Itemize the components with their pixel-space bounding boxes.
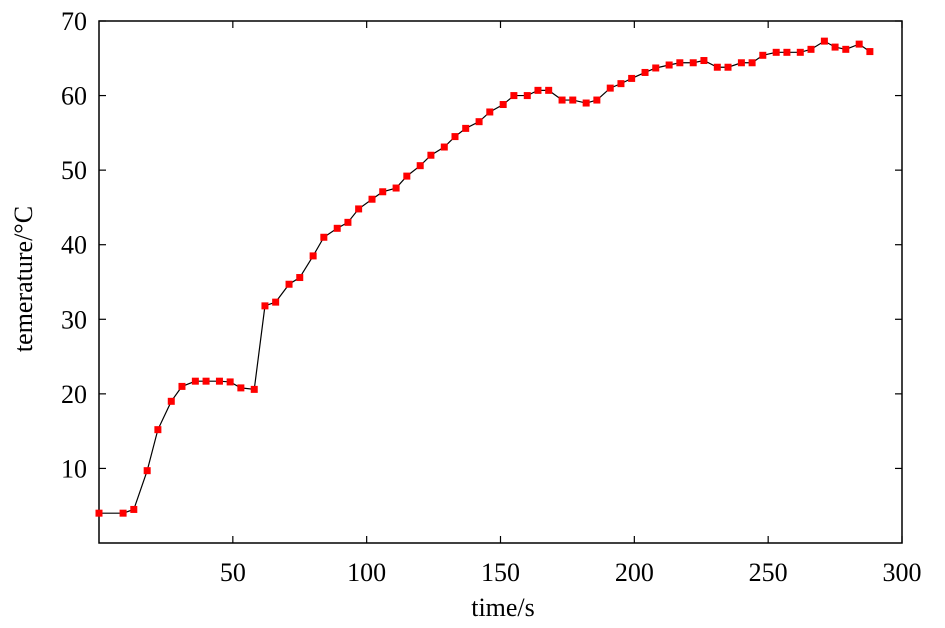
data-point: [440, 143, 448, 151]
x-tick-label: 200: [615, 558, 654, 587]
data-point: [379, 188, 387, 196]
data-point: [403, 172, 411, 180]
data-point: [191, 377, 199, 385]
y-tick-label: 40: [61, 231, 87, 260]
y-tick-label: 10: [61, 454, 87, 483]
data-point: [748, 59, 756, 67]
data-point: [261, 302, 269, 310]
data-point: [167, 397, 175, 405]
data-point: [392, 184, 400, 192]
data-point: [178, 382, 186, 390]
data-point: [820, 37, 828, 45]
data-point: [558, 96, 566, 104]
data-point: [842, 45, 850, 53]
y-tick-label: 60: [61, 82, 87, 111]
data-point: [143, 467, 151, 475]
data-point: [831, 43, 839, 51]
series-markers-group: [95, 37, 874, 517]
data-point: [689, 59, 697, 67]
y-tick-label: 50: [61, 156, 87, 185]
data-point: [130, 505, 138, 513]
plot-frame: [98, 20, 903, 544]
data-point: [344, 218, 352, 226]
data-point: [545, 86, 553, 94]
x-axis-ticks: 50 100 150 200 250 300: [220, 21, 922, 587]
data-point: [724, 63, 732, 71]
data-point: [320, 233, 328, 241]
data-point: [416, 162, 424, 170]
data-point: [285, 280, 293, 288]
data-point: [154, 426, 162, 434]
data-point: [617, 80, 625, 88]
data-point: [772, 48, 780, 56]
data-point: [700, 57, 708, 65]
data-point: [652, 64, 660, 72]
data-point: [796, 48, 804, 56]
data-point: [606, 84, 614, 92]
series-line-group: [99, 40, 871, 514]
data-point: [451, 133, 459, 141]
x-tick-label: 150: [481, 558, 520, 587]
data-point: [333, 224, 341, 232]
series-line: [99, 40, 871, 514]
data-point: [534, 86, 542, 94]
data-point: [95, 509, 103, 517]
data-point: [628, 74, 636, 82]
data-point: [593, 96, 601, 104]
x-tick-label: 100: [347, 558, 386, 587]
data-point: [475, 118, 483, 126]
data-point: [523, 92, 531, 100]
data-point: [713, 63, 721, 71]
data-point: [737, 59, 745, 67]
y-tick-label: 20: [61, 380, 87, 409]
data-point: [237, 384, 245, 392]
data-point: [676, 59, 684, 67]
data-point: [296, 274, 304, 282]
data-point: [202, 377, 210, 385]
data-point: [272, 298, 280, 306]
data-point: [783, 48, 791, 56]
data-point: [499, 101, 507, 109]
data-point: [462, 124, 470, 132]
data-point: [226, 378, 234, 386]
y-tick-label: 70: [61, 7, 87, 36]
data-point: [641, 68, 649, 76]
data-point: [569, 96, 577, 104]
data-point: [486, 108, 494, 116]
data-point: [807, 45, 815, 53]
data-point: [866, 48, 874, 56]
data-point: [368, 195, 376, 203]
y-axis-ticks: 10 20 30 40 50 60 70: [61, 7, 902, 483]
data-point: [855, 40, 863, 48]
data-point: [119, 509, 127, 517]
x-tick-label: 50: [220, 558, 246, 587]
data-point: [355, 205, 363, 213]
x-tick-label: 250: [749, 558, 788, 587]
data-point: [215, 377, 223, 385]
data-point: [665, 61, 673, 69]
data-point: [250, 385, 258, 393]
data-point: [427, 151, 435, 159]
y-tick-label: 30: [61, 305, 87, 334]
data-point: [510, 92, 518, 100]
data-point: [759, 51, 767, 59]
x-tick-label: 300: [883, 558, 922, 587]
data-point: [582, 99, 590, 107]
y-axis-title: temerature/°C: [9, 206, 38, 352]
data-point: [309, 252, 317, 260]
x-axis-title: time/s: [471, 593, 535, 622]
